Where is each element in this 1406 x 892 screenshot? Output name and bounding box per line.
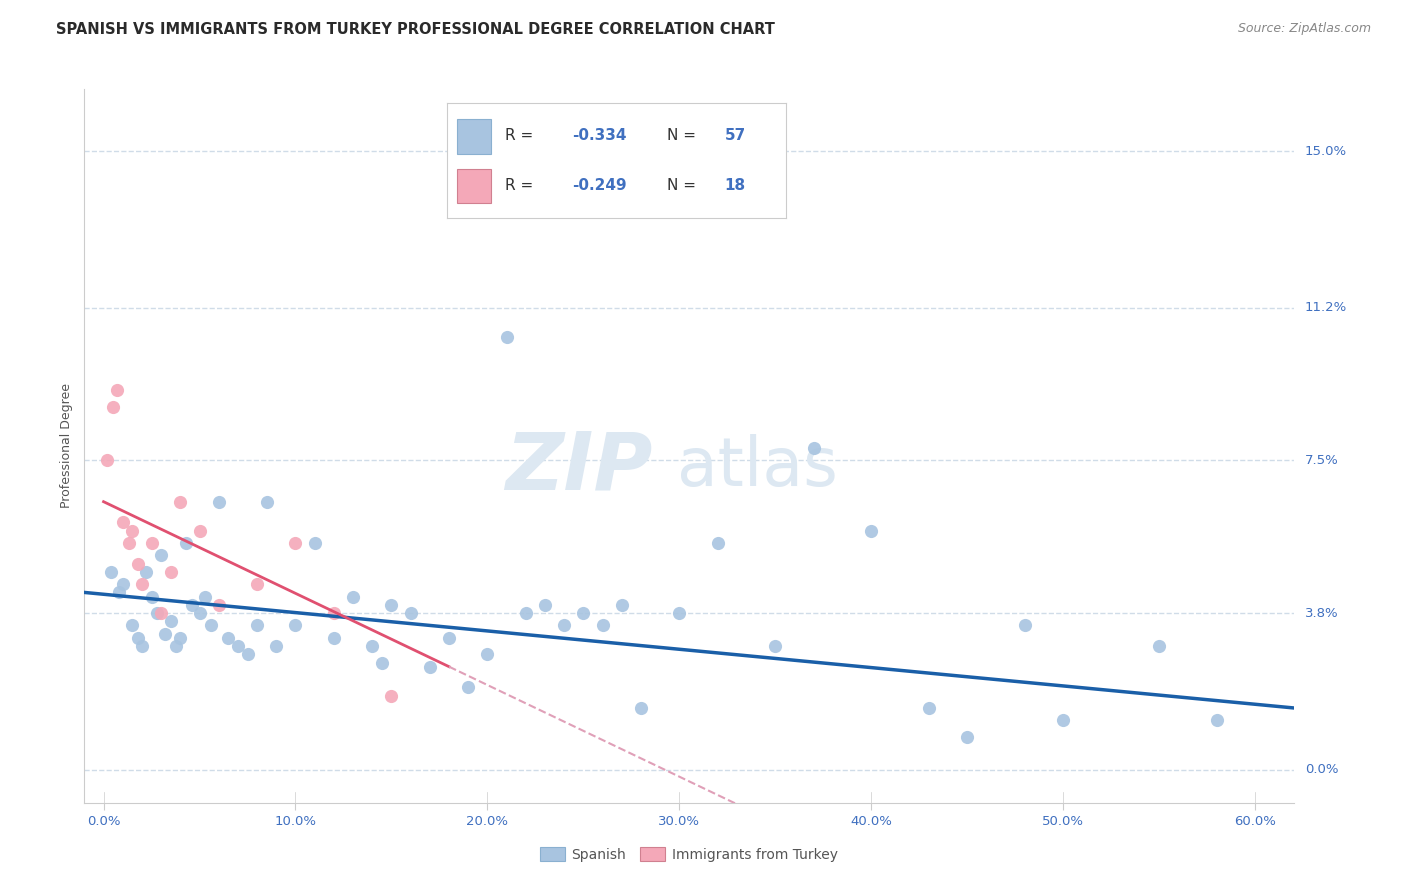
- Text: Source: ZipAtlas.com: Source: ZipAtlas.com: [1237, 22, 1371, 36]
- Text: ZIP: ZIP: [505, 428, 652, 507]
- Y-axis label: Professional Degree: Professional Degree: [60, 384, 73, 508]
- Point: [437, 631, 460, 645]
- Point: [457, 681, 479, 695]
- Point: [706, 536, 728, 550]
- Point: [284, 618, 307, 632]
- Point: [188, 606, 211, 620]
- Point: [135, 565, 157, 579]
- Point: [553, 618, 575, 632]
- Point: [342, 590, 364, 604]
- Point: [153, 626, 176, 640]
- Point: [166, 639, 188, 653]
- Point: [121, 524, 143, 538]
- Point: [174, 536, 197, 550]
- Point: [322, 631, 344, 645]
- Point: [127, 557, 149, 571]
- Point: [96, 453, 118, 467]
- Point: [217, 631, 239, 645]
- Point: [1014, 618, 1036, 632]
- Point: [860, 524, 883, 538]
- Point: [150, 549, 173, 563]
- Point: [1147, 639, 1170, 653]
- Point: [610, 598, 633, 612]
- Point: [668, 606, 690, 620]
- Point: [169, 631, 191, 645]
- Point: [131, 639, 153, 653]
- Text: 7.5%: 7.5%: [1305, 454, 1339, 467]
- Point: [246, 577, 269, 591]
- Point: [572, 606, 595, 620]
- Point: [592, 618, 614, 632]
- Point: [127, 631, 149, 645]
- Point: [159, 615, 181, 629]
- Point: [361, 639, 384, 653]
- Point: [495, 329, 517, 343]
- Point: [380, 689, 402, 703]
- Point: [208, 598, 231, 612]
- Point: [956, 730, 979, 744]
- Point: [101, 400, 124, 414]
- Point: [131, 577, 153, 591]
- Point: [515, 606, 537, 620]
- Point: [803, 441, 825, 455]
- Point: [763, 639, 786, 653]
- Point: [226, 639, 249, 653]
- Point: [246, 618, 269, 632]
- Point: [371, 656, 394, 670]
- Point: [100, 565, 122, 579]
- Point: [322, 606, 344, 620]
- Point: [630, 701, 652, 715]
- Point: [180, 598, 202, 612]
- Point: [236, 648, 259, 662]
- Point: [108, 585, 131, 599]
- Point: [194, 590, 217, 604]
- Text: SPANISH VS IMMIGRANTS FROM TURKEY PROFESSIONAL DEGREE CORRELATION CHART: SPANISH VS IMMIGRANTS FROM TURKEY PROFES…: [56, 22, 775, 37]
- Point: [111, 516, 134, 530]
- Point: [380, 598, 402, 612]
- Text: atlas: atlas: [676, 434, 838, 500]
- Point: [169, 494, 191, 508]
- Point: [111, 577, 134, 591]
- Point: [150, 606, 173, 620]
- Point: [105, 384, 128, 398]
- Legend: Spanish, Immigrants from Turkey: Spanish, Immigrants from Turkey: [534, 841, 844, 867]
- Point: [117, 536, 139, 550]
- Point: [477, 648, 499, 662]
- Point: [200, 618, 222, 632]
- Point: [141, 536, 163, 550]
- Text: 11.2%: 11.2%: [1305, 301, 1347, 314]
- Point: [159, 565, 181, 579]
- Point: [1205, 714, 1227, 728]
- Point: [208, 494, 231, 508]
- Point: [918, 701, 941, 715]
- Point: [534, 598, 557, 612]
- Point: [284, 536, 307, 550]
- Point: [419, 659, 441, 673]
- Point: [399, 606, 422, 620]
- Point: [1052, 714, 1074, 728]
- Text: 0.0%: 0.0%: [1305, 764, 1339, 776]
- Point: [141, 590, 163, 604]
- Text: 15.0%: 15.0%: [1305, 145, 1347, 158]
- Point: [188, 524, 211, 538]
- Point: [266, 639, 288, 653]
- Point: [121, 618, 143, 632]
- Point: [146, 606, 169, 620]
- Text: 3.8%: 3.8%: [1305, 607, 1339, 620]
- Point: [304, 536, 326, 550]
- Point: [256, 494, 278, 508]
